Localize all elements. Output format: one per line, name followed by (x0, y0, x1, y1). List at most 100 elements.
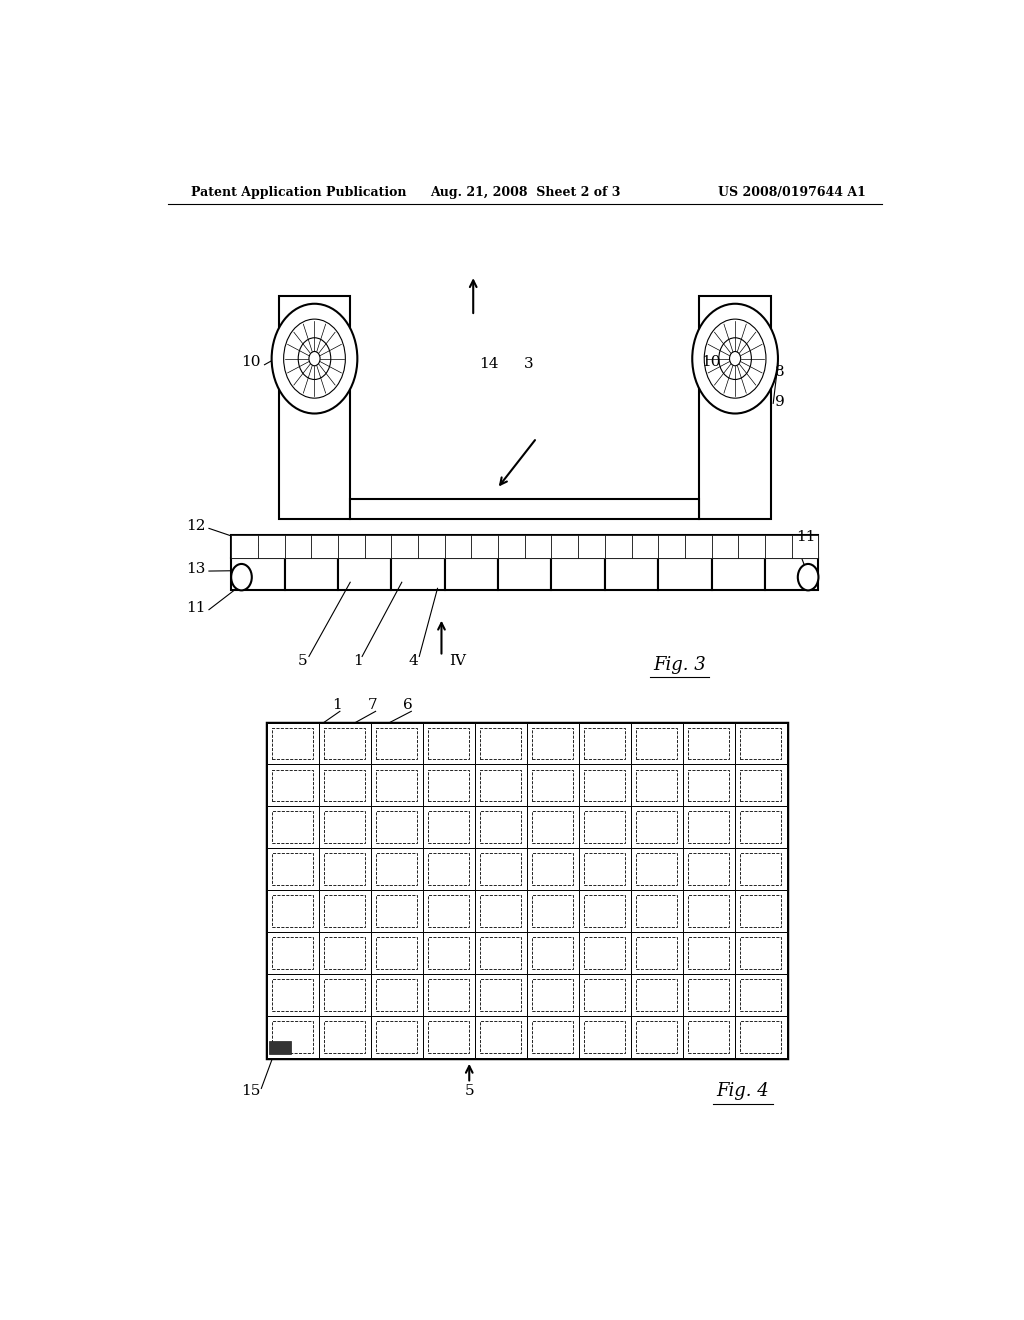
Bar (636, 937, 677, 969)
Bar (683, 974, 734, 1016)
Bar (318, 974, 371, 1016)
Bar (658, 536, 685, 558)
Bar (579, 890, 631, 932)
Text: 8: 8 (775, 364, 784, 379)
Bar (636, 770, 677, 801)
Bar (480, 895, 521, 927)
Bar (272, 1022, 313, 1053)
Bar (325, 1022, 366, 1053)
Circle shape (271, 304, 357, 413)
Bar (631, 807, 683, 849)
Text: 3: 3 (524, 356, 534, 371)
Bar (325, 770, 366, 801)
Bar (480, 853, 521, 886)
Bar (428, 853, 469, 886)
Text: 13: 13 (186, 562, 206, 576)
Bar (688, 770, 729, 801)
Bar (231, 536, 258, 558)
Bar (658, 558, 712, 590)
Bar (267, 764, 318, 807)
Bar (532, 937, 573, 969)
Bar (688, 727, 729, 759)
Text: 1: 1 (353, 653, 364, 668)
Bar (526, 807, 579, 849)
Bar (498, 558, 552, 590)
Bar (636, 727, 677, 759)
Text: 4: 4 (409, 653, 419, 668)
Bar (734, 974, 786, 1016)
Bar (585, 727, 626, 759)
Bar (636, 812, 677, 843)
Bar (428, 979, 469, 1011)
Bar (579, 807, 631, 849)
Bar (585, 770, 626, 801)
Text: 10: 10 (701, 355, 721, 368)
Bar (734, 932, 786, 974)
Bar (526, 890, 579, 932)
Bar (272, 895, 313, 927)
Text: 5: 5 (298, 653, 307, 668)
Bar (371, 890, 423, 932)
Bar (311, 536, 338, 558)
Bar (734, 807, 786, 849)
Bar (480, 937, 521, 969)
Bar (526, 1016, 579, 1057)
Bar (231, 536, 818, 558)
Bar (740, 853, 781, 886)
Bar (423, 807, 475, 849)
Bar (475, 764, 526, 807)
Circle shape (729, 351, 740, 366)
Bar (267, 722, 786, 1057)
Bar (444, 536, 471, 558)
Bar (636, 1022, 677, 1053)
Bar (258, 536, 285, 558)
Bar (526, 974, 579, 1016)
Bar (267, 890, 318, 932)
Text: 14: 14 (479, 356, 499, 371)
Bar (267, 849, 318, 890)
Bar (631, 849, 683, 890)
Bar (688, 895, 729, 927)
Bar (391, 558, 444, 590)
Bar (377, 1022, 417, 1053)
Bar (371, 974, 423, 1016)
Bar (532, 895, 573, 927)
Bar (532, 812, 573, 843)
Bar (231, 558, 285, 590)
Bar (532, 853, 573, 886)
Bar (318, 764, 371, 807)
Bar (734, 1016, 786, 1057)
Bar (631, 722, 683, 764)
Bar (636, 853, 677, 886)
Bar (579, 849, 631, 890)
Bar (272, 812, 313, 843)
Text: Fig. 3: Fig. 3 (653, 656, 706, 673)
Bar (585, 937, 626, 969)
Bar (423, 764, 475, 807)
Text: 6: 6 (403, 698, 413, 713)
Bar (377, 979, 417, 1011)
Bar (428, 895, 469, 927)
Bar (325, 937, 366, 969)
Bar (631, 1016, 683, 1057)
Bar (428, 770, 469, 801)
Bar (683, 764, 734, 807)
Bar (585, 1022, 626, 1053)
Circle shape (231, 564, 252, 590)
Bar (272, 979, 313, 1011)
Bar (350, 499, 699, 519)
Bar (423, 1016, 475, 1057)
Bar (423, 890, 475, 932)
Bar (480, 770, 521, 801)
Bar (636, 895, 677, 927)
Bar (532, 979, 573, 1011)
Bar (371, 807, 423, 849)
Bar (685, 536, 712, 558)
Bar (371, 722, 423, 764)
Bar (428, 937, 469, 969)
Bar (734, 849, 786, 890)
Bar (377, 853, 417, 886)
Circle shape (719, 338, 752, 379)
Bar (325, 727, 366, 759)
Bar (418, 536, 444, 558)
